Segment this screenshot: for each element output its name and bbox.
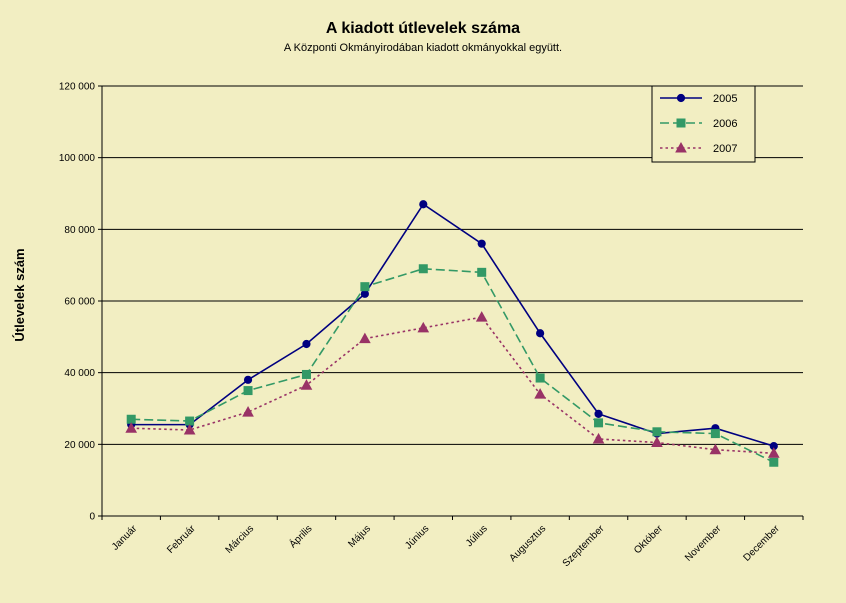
- chart-subtitle: A Központi Okmányirodában kiadott okmány…: [284, 42, 562, 54]
- data-point-2006: [126, 414, 136, 424]
- series-line-2006: [131, 267, 775, 463]
- data-point-2006: [710, 429, 720, 439]
- x-tick-label: Július: [464, 523, 490, 549]
- x-tick-label: Május: [346, 523, 373, 550]
- x-tick-label: Március: [224, 523, 257, 556]
- y-tick-label: 100 000: [59, 153, 96, 164]
- x-tick-label: Augusztus: [507, 523, 548, 564]
- y-tick-label: 20 000: [64, 440, 95, 451]
- series-line-2007: [131, 316, 774, 455]
- x-tick-label: Április: [286, 522, 314, 550]
- data-point-2006: [185, 416, 195, 426]
- data-point-2007: [300, 379, 313, 390]
- data-point-2005: [360, 289, 369, 298]
- data-point-2005: [477, 239, 486, 248]
- y-tick-label: 80 000: [64, 225, 95, 236]
- y-tick-label: 0: [89, 512, 95, 523]
- data-point-2005: [594, 409, 603, 418]
- data-point-2006: [477, 267, 487, 277]
- data-point-2007: [359, 332, 371, 344]
- data-point-2007: [417, 321, 430, 333]
- legend-marker-2005: [676, 93, 686, 103]
- data-point-2007: [651, 436, 663, 448]
- x-tick-label: Szeptember: [561, 523, 607, 569]
- data-point-2007: [534, 388, 546, 399]
- series-line-2005: [131, 203, 775, 447]
- y-axis-label: Útlevelek szám: [12, 248, 27, 341]
- data-point-2005: [302, 339, 311, 349]
- legend-marker-2007: [675, 141, 687, 153]
- x-tick-label: Október: [632, 523, 665, 556]
- legend: 2005 2006 2007: [651, 85, 756, 163]
- x-tick-label: December: [742, 523, 783, 564]
- chart-title: A kiadott útlevelek száma: [326, 20, 520, 37]
- legend-marker-2006: [676, 118, 686, 128]
- data-point-2007: [475, 311, 488, 322]
- data-point-2005: [419, 200, 428, 209]
- legend-label-2007: 2007: [713, 143, 737, 155]
- legend-label-2006: 2006: [713, 118, 737, 130]
- data-point-2006: [243, 386, 253, 396]
- data-point-2007: [592, 432, 605, 444]
- data-point-2006: [594, 418, 604, 428]
- x-tick-label: November: [683, 523, 724, 564]
- data-point-2006: [652, 427, 662, 437]
- data-point-2006: [360, 282, 370, 292]
- data-point-2007: [767, 447, 780, 458]
- x-tick-label: Február: [165, 523, 198, 556]
- y-tick-label: 60 000: [64, 297, 95, 308]
- y-tick-label: 40 000: [64, 368, 95, 379]
- data-point-2006: [301, 369, 311, 379]
- data-point-2006: [769, 457, 779, 467]
- data-point-2007: [709, 443, 722, 455]
- data-point-2007: [125, 422, 138, 433]
- data-point-2006: [535, 373, 545, 383]
- y-tick-label: 120 000: [59, 82, 96, 93]
- data-point-2007: [183, 423, 196, 435]
- data-point-2005: [243, 375, 253, 384]
- x-tick-label: Június: [403, 523, 431, 551]
- data-point-2005: [536, 329, 545, 338]
- x-tick-label: Január: [110, 523, 140, 553]
- data-point-2006: [418, 264, 428, 274]
- data-point-2007: [242, 406, 254, 417]
- legend-label-2005: 2005: [713, 93, 737, 105]
